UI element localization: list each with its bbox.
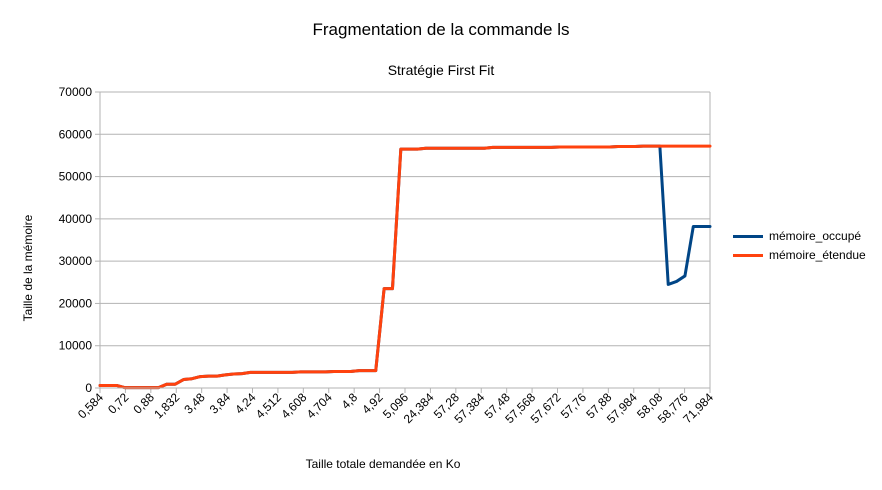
y-tick-label: 40000 — [59, 212, 93, 226]
y-tick-label: 20000 — [59, 296, 93, 310]
chart-title: Fragmentation de la commande ls — [312, 20, 570, 39]
x-tick-label: 4,8 — [339, 390, 361, 412]
legend-label-memoire-etendue: mémoire_étendue — [769, 248, 866, 262]
y-tick-label: 70000 — [59, 85, 93, 99]
legend-item-memoire-occupe: mémoire_occupé — [733, 229, 861, 243]
legend-swatch-memoire-etendue — [733, 253, 763, 257]
legend-swatch-memoire-occupe — [733, 234, 763, 238]
x-tick-label: 4,704 — [304, 390, 335, 421]
x-tick-label: 3,48 — [181, 390, 208, 417]
legend-item-memoire-etendue: mémoire_étendue — [733, 248, 866, 262]
series-line-memoire-etendue — [98, 144, 712, 390]
y-tick-label: 60000 — [59, 127, 93, 141]
x-tick-label: 4,608 — [278, 390, 309, 421]
x-tick-label: 4,512 — [253, 390, 284, 421]
x-tick-label: 0,72 — [105, 390, 132, 417]
chart-subtitle: Stratégie First Fit — [387, 62, 495, 78]
series-line-memoire-occupe — [98, 144, 712, 390]
x-axis-label: Taille totale demandée en Ko — [305, 457, 461, 471]
legend-label-memoire-occupe: mémoire_occupé — [769, 229, 862, 243]
y-tick-label: 30000 — [59, 254, 93, 268]
x-tick-label: 3,84 — [207, 390, 234, 417]
x-tick-label: 0,584 — [75, 390, 106, 421]
y-tick-label: 0 — [85, 381, 92, 395]
x-tick-label: 57,76 — [558, 390, 589, 421]
y-tick-label: 10000 — [59, 339, 93, 353]
y-tick-label: 50000 — [59, 170, 93, 184]
x-tick-label: 1,832 — [151, 390, 182, 421]
